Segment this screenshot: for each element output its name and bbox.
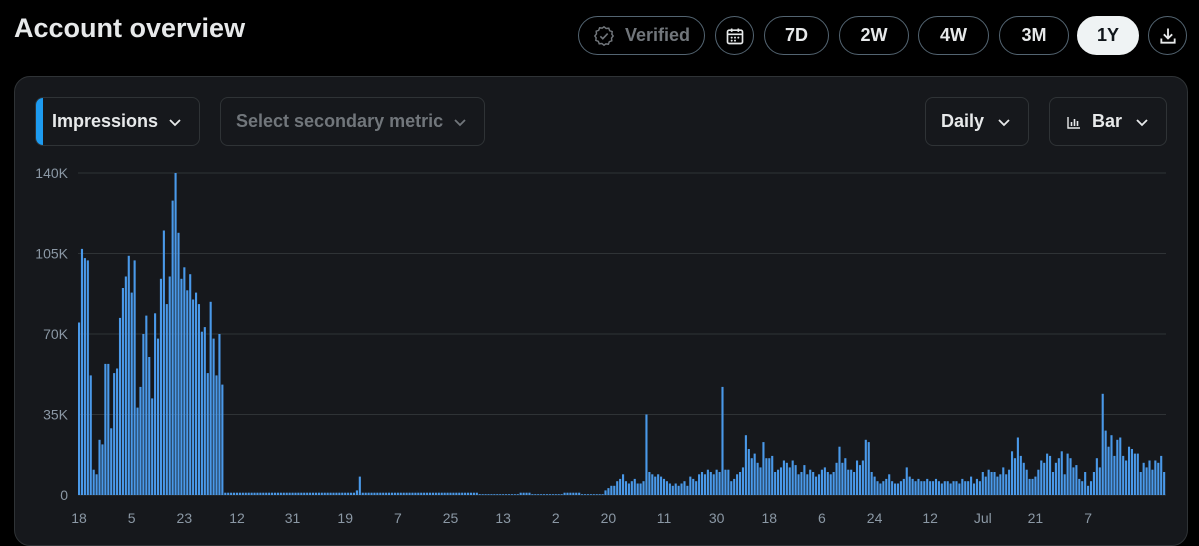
primary-metric-select[interactable]: Impressions xyxy=(35,97,200,146)
interval-label: Daily xyxy=(941,111,985,131)
metric-color-accent xyxy=(36,98,43,145)
download-icon xyxy=(1158,26,1178,46)
secondary-metric-placeholder: Select secondary metric xyxy=(236,111,444,131)
secondary-metric-select[interactable]: Select secondary metric xyxy=(220,97,485,146)
chevron-down-icon xyxy=(452,114,468,130)
primary-metric-label: Impressions xyxy=(52,111,159,131)
verified-badge-icon xyxy=(593,25,615,47)
download-button[interactable] xyxy=(1148,16,1187,55)
range-4w-button[interactable]: 4W xyxy=(918,16,989,55)
verified-filter-button[interactable]: Verified xyxy=(578,16,705,55)
interval-select[interactable]: Daily xyxy=(925,97,1029,146)
chevron-down-icon xyxy=(996,114,1012,130)
chevron-down-icon xyxy=(1134,114,1150,130)
chart-panel xyxy=(14,76,1188,546)
calendar-button[interactable] xyxy=(715,16,754,55)
bar-chart-icon xyxy=(1066,114,1082,130)
calendar-icon xyxy=(725,26,745,46)
chart-type-label: Bar xyxy=(1092,111,1123,131)
range-1y-button[interactable]: 1Y xyxy=(1077,16,1139,55)
range-7d-button[interactable]: 7D xyxy=(764,16,829,55)
range-2w-button[interactable]: 2W xyxy=(839,16,909,55)
range-3m-button[interactable]: 3M xyxy=(999,16,1069,55)
page-title: Account overview xyxy=(14,13,246,43)
chart-type-select[interactable]: Bar xyxy=(1049,97,1167,146)
verified-label: Verified xyxy=(624,25,691,45)
chevron-down-icon xyxy=(167,114,183,130)
